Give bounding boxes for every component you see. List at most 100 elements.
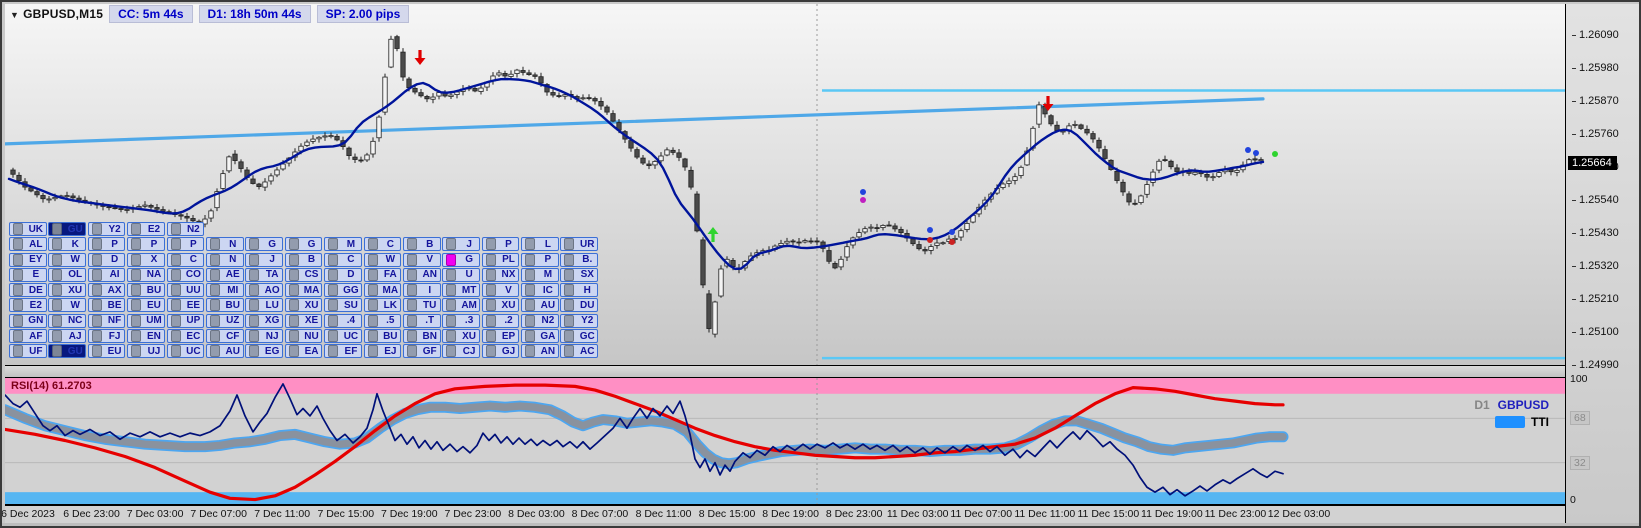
pair-button-4[interactable]: .4	[324, 313, 362, 328]
pair-button-UP[interactable]: UP	[166, 313, 205, 328]
pair-button-NF[interactable]: NF	[87, 313, 126, 328]
pair-button-EF[interactable]: EF	[324, 344, 362, 359]
pair-button-P[interactable]: P	[87, 237, 126, 252]
pair-button-K[interactable]: K	[48, 237, 86, 252]
pair-button-TU[interactable]: TU	[402, 298, 441, 313]
pair-button-XE[interactable]: XE	[284, 313, 323, 328]
pair-button-AU[interactable]: AU	[521, 298, 559, 313]
pair-button-SU[interactable]: SU	[324, 298, 362, 313]
pair-button-Y2[interactable]: Y2	[560, 313, 599, 328]
pair-button-MA[interactable]: MA	[363, 283, 402, 298]
pair-button-EU[interactable]: EU	[127, 298, 165, 313]
pair-button-MA[interactable]: MA	[284, 283, 323, 298]
pair-button-P[interactable]: P	[127, 237, 165, 252]
pair-button-5[interactable]: .5	[363, 313, 402, 328]
pair-button-BU[interactable]: BU	[205, 298, 244, 313]
pair-button-TA[interactable]: TA	[245, 267, 283, 282]
pair-button-LU[interactable]: LU	[245, 298, 283, 313]
pair-button-CS[interactable]: CS	[284, 267, 323, 282]
pair-button-AO[interactable]: AO	[245, 283, 283, 298]
pair-button-B[interactable]: B	[284, 252, 323, 267]
pair-button-AM[interactable]: AM	[442, 298, 480, 313]
pair-button-D[interactable]: D	[87, 252, 126, 267]
pair-button-CO[interactable]: CO	[166, 267, 205, 282]
pair-button-EC[interactable]: EC	[166, 329, 205, 344]
pair-button-H[interactable]: H	[560, 283, 599, 298]
pair-button-Y2[interactable]: Y2	[87, 222, 126, 236]
pair-button-AF[interactable]: AF	[9, 329, 47, 344]
pair-button-AX[interactable]: AX	[87, 283, 126, 298]
pair-button-BU[interactable]: BU	[363, 329, 402, 344]
pair-button-EN[interactable]: EN	[127, 329, 165, 344]
pair-button-UU[interactable]: UU	[166, 283, 205, 298]
pair-button-G[interactable]: G	[245, 237, 283, 252]
pair-button-EU[interactable]: EU	[87, 344, 126, 359]
pair-button-GN[interactable]: GN	[9, 313, 47, 328]
pair-button-V[interactable]: V	[402, 252, 441, 267]
pair-button-DE[interactable]: DE	[9, 283, 47, 298]
pair-button-UZ[interactable]: UZ	[205, 313, 244, 328]
pair-button-N[interactable]: N	[205, 237, 244, 252]
pair-button-GJ[interactable]: GJ	[481, 344, 520, 359]
pair-button-FJ[interactable]: FJ	[87, 329, 126, 344]
pair-button-AU[interactable]: AU	[205, 344, 244, 359]
pair-button-EY[interactable]: EY	[9, 252, 47, 267]
pair-button-B[interactable]: B	[402, 237, 441, 252]
pair-button-NU[interactable]: NU	[284, 329, 323, 344]
pair-button-W[interactable]: W	[48, 298, 86, 313]
pair-button-NC[interactable]: NC	[48, 313, 86, 328]
pair-button-UK[interactable]: UK	[9, 222, 47, 236]
pair-button-XG[interactable]: XG	[245, 313, 283, 328]
pair-button-LK[interactable]: LK	[363, 298, 402, 313]
panel-splitter[interactable]	[5, 365, 1565, 377]
pair-button-GC[interactable]: GC	[560, 329, 599, 344]
pair-button-E2[interactable]: E2	[127, 222, 165, 236]
pair-button-IC[interactable]: IC	[521, 283, 559, 298]
pair-button-NA[interactable]: NA	[127, 267, 165, 282]
pair-button-OL[interactable]: OL	[48, 267, 86, 282]
pair-button-MT[interactable]: MT	[442, 283, 480, 298]
pair-button-M[interactable]: M	[521, 267, 559, 282]
pair-button-V[interactable]: V	[481, 283, 520, 298]
pair-button-C[interactable]: C	[363, 237, 402, 252]
pair-button-2[interactable]: .2	[481, 313, 520, 328]
pair-button-I[interactable]: I	[402, 283, 441, 298]
pair-button-EE[interactable]: EE	[166, 298, 205, 313]
pair-button-AL[interactable]: AL	[9, 237, 47, 252]
pair-button-AN[interactable]: AN	[402, 267, 441, 282]
pair-button-XU[interactable]: XU	[284, 298, 323, 313]
pair-button-EJ[interactable]: EJ	[363, 344, 402, 359]
pair-button-GU[interactable]: GU	[48, 344, 86, 359]
pair-button-AJ[interactable]: AJ	[48, 329, 86, 344]
pair-button-EG[interactable]: EG	[245, 344, 283, 359]
pair-button-X[interactable]: X	[127, 252, 165, 267]
pair-button-P[interactable]: P	[481, 237, 520, 252]
time-axis[interactable]: 6 Dec 2023 6 Dec 23:00 7 Dec 03:00 7 Dec 07…	[2, 505, 1565, 523]
pair-button-W[interactable]: W	[363, 252, 402, 267]
pair-button-G[interactable]: G	[442, 252, 480, 267]
pair-button-GF[interactable]: GF	[402, 344, 441, 359]
pair-button-J[interactable]: J	[442, 237, 480, 252]
pair-button-W[interactable]: W	[48, 252, 86, 267]
pair-button-BU[interactable]: BU	[127, 283, 165, 298]
pair-button-NX[interactable]: NX	[481, 267, 520, 282]
pair-button-N2[interactable]: N2	[166, 222, 205, 236]
pair-button-PL[interactable]: PL	[481, 252, 520, 267]
pair-button-XU[interactable]: XU	[481, 298, 520, 313]
pair-button-N2[interactable]: N2	[521, 313, 559, 328]
pair-button-P[interactable]: P	[521, 252, 559, 267]
pair-button-UR[interactable]: UR	[560, 237, 599, 252]
pair-button-B[interactable]: B.	[560, 252, 599, 267]
pair-button-J[interactable]: J	[245, 252, 283, 267]
pair-button-UM[interactable]: UM	[127, 313, 165, 328]
pair-button-M[interactable]: M	[324, 237, 362, 252]
pair-button-AN[interactable]: AN	[521, 344, 559, 359]
pair-button-GG[interactable]: GG	[324, 283, 362, 298]
pair-button-AC[interactable]: AC	[560, 344, 599, 359]
pair-button-GA[interactable]: GA	[521, 329, 559, 344]
pair-button-N[interactable]: N	[205, 252, 244, 267]
pair-button-MI[interactable]: MI	[205, 283, 244, 298]
pair-button-BN[interactable]: BN	[402, 329, 441, 344]
pair-button-UC[interactable]: UC	[166, 344, 205, 359]
pair-button-FA[interactable]: FA	[363, 267, 402, 282]
